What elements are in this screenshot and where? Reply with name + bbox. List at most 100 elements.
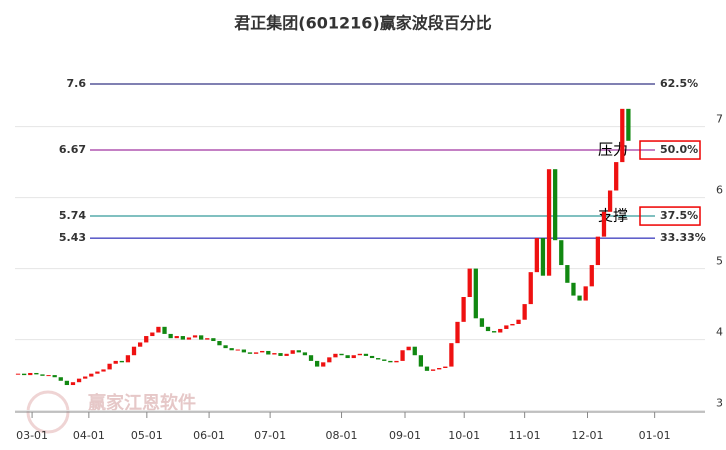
x-tick-label: 01-01 bbox=[639, 429, 671, 442]
x-tick-label: 10-01 bbox=[448, 429, 480, 442]
candle bbox=[137, 342, 143, 347]
candle bbox=[156, 326, 161, 333]
candle bbox=[64, 380, 70, 386]
candle bbox=[34, 372, 39, 375]
candle bbox=[339, 353, 344, 356]
level-price: 6.67 bbox=[59, 143, 86, 156]
candle bbox=[620, 108, 625, 163]
level-percent: 62.5% bbox=[660, 77, 698, 90]
candle bbox=[595, 236, 601, 266]
candle bbox=[528, 272, 533, 305]
watermark: 赢家江恩软件 bbox=[88, 392, 196, 414]
candle bbox=[290, 350, 295, 354]
candle bbox=[266, 350, 271, 355]
level-percent: 37.5% bbox=[660, 209, 698, 222]
candle bbox=[449, 343, 454, 367]
level-box bbox=[639, 140, 701, 160]
candle bbox=[46, 375, 51, 377]
candle bbox=[540, 238, 546, 276]
candle bbox=[150, 332, 155, 337]
candle bbox=[174, 336, 179, 339]
candle bbox=[369, 355, 375, 359]
candle bbox=[363, 353, 369, 356]
candle bbox=[376, 358, 381, 360]
candle bbox=[400, 350, 405, 361]
candle bbox=[186, 337, 192, 340]
candle bbox=[272, 353, 277, 355]
x-tick-label: 05-01 bbox=[131, 429, 163, 442]
candle bbox=[162, 326, 167, 334]
candle bbox=[15, 373, 21, 375]
candle bbox=[22, 373, 27, 376]
candle bbox=[473, 268, 478, 319]
candle bbox=[253, 352, 259, 354]
candle bbox=[479, 318, 485, 327]
candle bbox=[382, 359, 387, 361]
candle bbox=[553, 169, 558, 241]
candle bbox=[357, 353, 362, 356]
candle bbox=[113, 360, 118, 364]
candle bbox=[412, 346, 417, 356]
candle bbox=[205, 338, 210, 340]
candle bbox=[58, 377, 63, 381]
candle bbox=[229, 348, 234, 351]
candle bbox=[345, 355, 350, 359]
candle bbox=[278, 353, 283, 356]
y-tick-label: 5 bbox=[716, 255, 723, 268]
candle bbox=[327, 357, 332, 363]
x-tick-label: 08-01 bbox=[326, 429, 358, 442]
candle bbox=[284, 353, 289, 356]
candle bbox=[388, 360, 393, 363]
candle bbox=[534, 238, 539, 273]
x-tick-label: 04-01 bbox=[73, 429, 105, 442]
candle bbox=[89, 373, 94, 377]
candle bbox=[504, 325, 509, 329]
candle bbox=[589, 265, 594, 287]
candle bbox=[314, 360, 320, 367]
level-percent: 33.33% bbox=[660, 231, 706, 244]
x-tick-label: 12-01 bbox=[572, 429, 604, 442]
candle bbox=[491, 331, 497, 333]
candle bbox=[559, 240, 564, 266]
candle bbox=[168, 333, 173, 339]
candle bbox=[131, 346, 137, 356]
candle bbox=[199, 335, 204, 340]
candle bbox=[76, 378, 82, 383]
candle bbox=[430, 369, 436, 371]
level-price: 7.6 bbox=[67, 77, 87, 90]
candle bbox=[443, 366, 448, 368]
candle bbox=[107, 363, 112, 370]
level-box bbox=[639, 206, 701, 226]
candle bbox=[614, 162, 619, 191]
candle bbox=[583, 286, 588, 301]
candle bbox=[565, 265, 570, 283]
candle bbox=[52, 375, 57, 378]
candle bbox=[522, 304, 527, 320]
candle bbox=[144, 336, 149, 343]
candle bbox=[498, 328, 503, 333]
candle bbox=[351, 355, 356, 359]
y-tick-label: 3 bbox=[716, 397, 723, 410]
candle bbox=[217, 341, 222, 346]
candle bbox=[260, 350, 265, 353]
candle bbox=[223, 345, 228, 349]
candle bbox=[601, 211, 607, 237]
candle bbox=[70, 382, 76, 386]
candle bbox=[418, 355, 424, 367]
x-tick-label: 03-01 bbox=[16, 429, 48, 442]
candle bbox=[241, 349, 247, 353]
candle bbox=[626, 108, 631, 141]
level-price: 5.74 bbox=[59, 209, 86, 222]
candle bbox=[510, 323, 515, 326]
x-tick-label: 06-01 bbox=[193, 429, 225, 442]
candle bbox=[577, 295, 582, 301]
level-price: 5.43 bbox=[59, 231, 86, 244]
candle bbox=[321, 362, 326, 367]
candle bbox=[485, 326, 491, 332]
candle bbox=[296, 350, 301, 353]
candle bbox=[101, 369, 106, 372]
y-tick-label: 6 bbox=[716, 184, 723, 197]
candle bbox=[607, 190, 613, 212]
x-tick-label: 09-01 bbox=[389, 429, 421, 442]
